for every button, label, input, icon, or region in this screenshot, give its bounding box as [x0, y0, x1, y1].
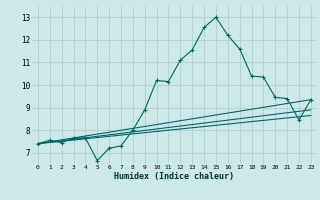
X-axis label: Humidex (Indice chaleur): Humidex (Indice chaleur): [115, 172, 234, 181]
